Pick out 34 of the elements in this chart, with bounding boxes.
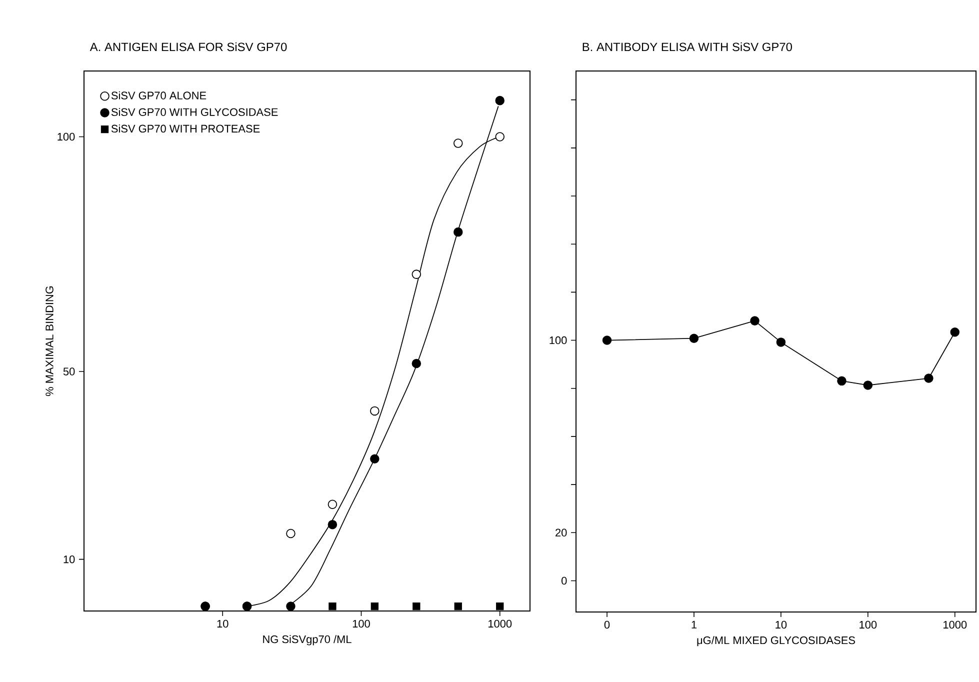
point [495, 96, 504, 106]
point [454, 227, 463, 237]
point [286, 602, 296, 611]
point [370, 454, 380, 464]
y-axis-title: % MAXIMAL BINDING [46, 286, 54, 396]
point [412, 358, 422, 368]
x-tick-label: 100 [352, 620, 370, 628]
x-tick-label: 1000 [488, 620, 512, 628]
x-tick-label: 100 [860, 620, 877, 629]
point [454, 138, 463, 148]
chart-title: B. ANTIBODY ELISA WITH SiSV GP70 [582, 42, 792, 52]
legend-label: SiSV GP70 WITH GLYCOSIDASE [111, 108, 278, 116]
x-tick-label: 1 [692, 620, 696, 628]
point [328, 520, 338, 530]
point [328, 500, 338, 510]
point [495, 132, 504, 142]
x-axis-title: μG/ML MIXED GLYCOSIDASES [697, 636, 855, 646]
y-tick-label: 100 [550, 336, 567, 344]
y-tick-label: 100 [58, 132, 75, 141]
point [286, 528, 296, 538]
legend-label: SiSV GP70 WITH PROTEASE [111, 124, 260, 133]
x-axis-title: NG SiSVgp70 /ML [263, 635, 352, 646]
chart-title: A. ANTIGEN ELISA FOR SiSV GP70 [90, 42, 287, 52]
x-tick-label: 1000 [944, 620, 967, 629]
point [412, 270, 422, 279]
legend-label: SiSV GP70 ALONE [111, 91, 206, 100]
x-tick-label: 10 [776, 620, 787, 629]
point [370, 406, 380, 416]
y-tick-label: 20 [556, 528, 567, 537]
y-tick-label: 50 [63, 368, 75, 376]
x-tick-label: 0 [604, 620, 610, 629]
y-tick-label: 10 [64, 555, 75, 564]
y-tick-label: 0 [562, 576, 567, 585]
x-tick-label: 10 [217, 620, 228, 628]
